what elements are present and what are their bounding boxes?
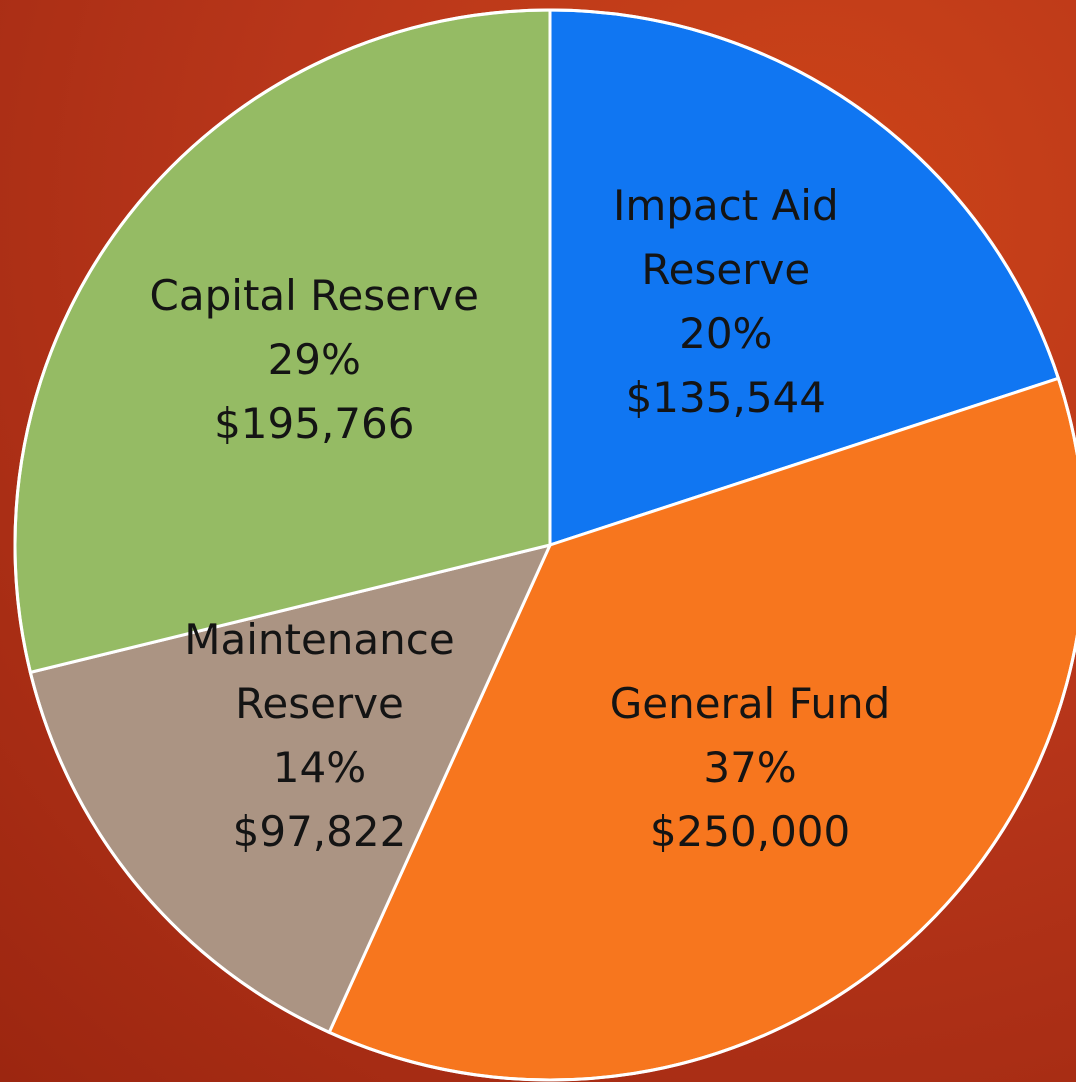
category-label: Impact Aid Reserve	[612, 181, 839, 295]
value-label: $135,544	[625, 373, 826, 423]
slice-label: General Fund 37% $250,000	[580, 672, 920, 864]
slice-label: Capital Reserve 29% $195,766	[144, 264, 484, 456]
percent-label: 20%	[679, 309, 773, 359]
category-label: Capital Reserve	[149, 271, 479, 321]
category-label: Maintenance Reserve	[184, 615, 455, 729]
percent-label: 37%	[703, 743, 797, 793]
category-label: General Fund	[609, 679, 891, 729]
slice-label: Maintenance Reserve 14% $97,822	[149, 608, 489, 864]
value-label: $195,766	[214, 399, 415, 449]
percent-label: 14%	[272, 743, 367, 793]
pie-outline	[13, 8, 1076, 1082]
percent-label: 29%	[267, 335, 361, 385]
value-label: $97,822	[232, 807, 407, 857]
slice-label: Impact Aid Reserve 20% $135,544	[556, 174, 896, 430]
value-label: $250,000	[649, 807, 851, 857]
